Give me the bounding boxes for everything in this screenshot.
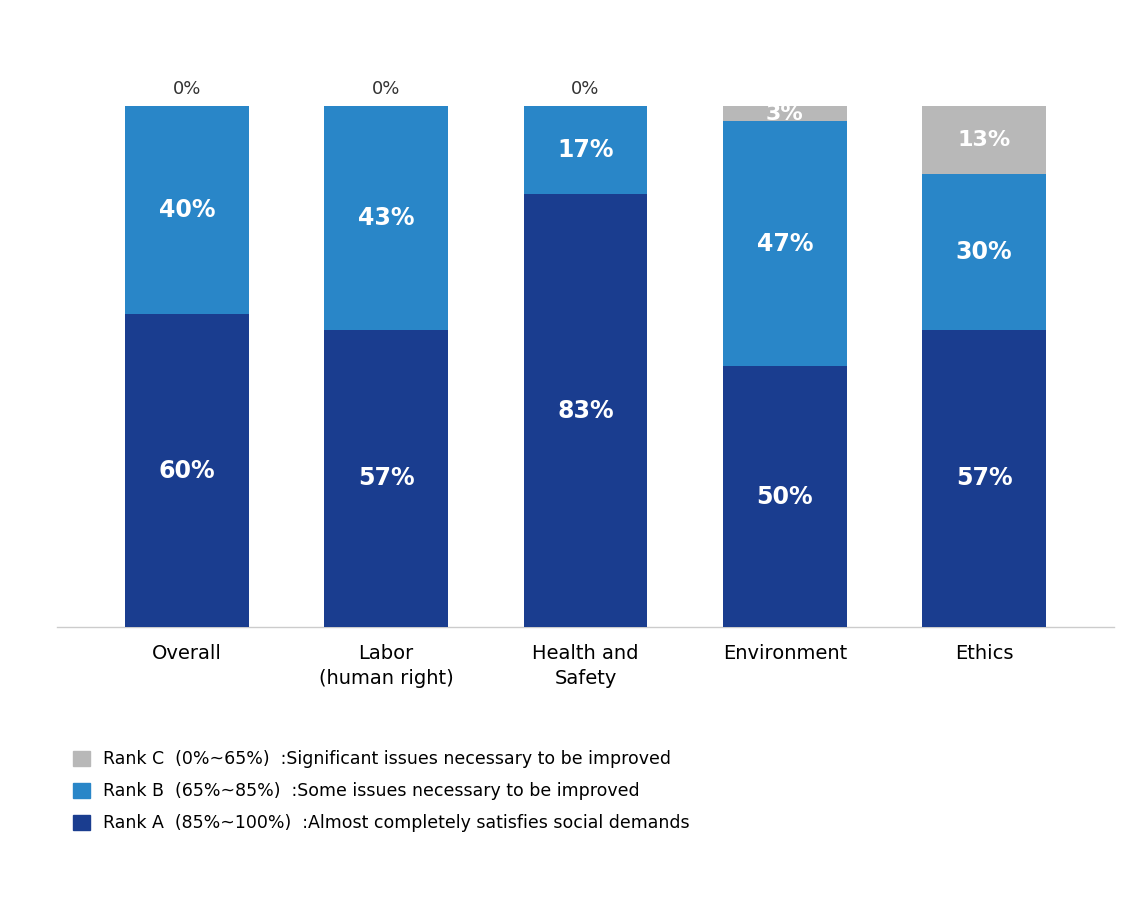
Bar — [723, 122, 846, 366]
Text: 17%: 17% — [557, 138, 614, 162]
Bar — [723, 106, 846, 122]
Text: 0%: 0% — [172, 80, 201, 98]
Text: 83%: 83% — [557, 398, 614, 422]
Text: 50%: 50% — [757, 485, 813, 509]
Text: 57%: 57% — [956, 467, 1013, 491]
Bar — [125, 314, 249, 627]
Bar — [723, 366, 846, 627]
Bar — [325, 330, 448, 627]
Text: 13%: 13% — [957, 130, 1010, 149]
Text: 30%: 30% — [956, 240, 1013, 264]
Bar — [523, 195, 647, 627]
Text: 0%: 0% — [572, 80, 599, 98]
Bar — [922, 330, 1046, 627]
Bar — [325, 106, 448, 330]
Bar — [523, 106, 647, 195]
Text: 43%: 43% — [358, 206, 414, 230]
Text: 3%: 3% — [766, 103, 804, 124]
Bar — [922, 106, 1046, 173]
Text: 60%: 60% — [158, 458, 215, 482]
Text: 57%: 57% — [358, 467, 414, 491]
Bar — [125, 106, 249, 314]
Legend: Rank C  (0%~65%)  :Significant issues necessary to be improved, Rank B  (65%~85%: Rank C (0%~65%) :Significant issues nece… — [67, 743, 696, 839]
Bar — [922, 173, 1046, 330]
Text: 40%: 40% — [158, 198, 215, 222]
Text: 47%: 47% — [757, 232, 813, 256]
Text: 0%: 0% — [372, 80, 401, 98]
